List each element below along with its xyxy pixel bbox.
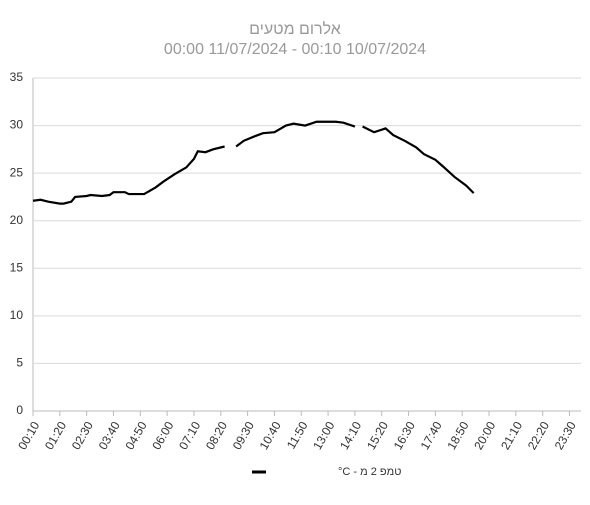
y-tick-label: 20	[10, 213, 24, 227]
x-tick-label: 21:10	[498, 419, 525, 452]
x-tick-label: 09:30	[230, 419, 257, 452]
x-tick-label: 22:20	[525, 419, 552, 452]
legend-label: טמפ 2 מ - C°	[338, 466, 401, 478]
chart-subtitle: 00:00 11/07/2024 - 00:10 10/07/2024	[164, 41, 426, 58]
x-tick-label: 08:20	[203, 419, 230, 452]
x-tick-label: 18:50	[444, 419, 471, 452]
data-line	[362, 125, 475, 194]
x-tick-label: 04:50	[123, 419, 150, 452]
y-tick-label: 35	[10, 70, 24, 84]
y-tick-label: 10	[10, 308, 24, 322]
x-tick-label: 20:00	[471, 419, 498, 452]
x-tick-label: 13:00	[310, 419, 337, 452]
x-tick-label: 07:10	[176, 419, 203, 452]
x-tick-label: 11:50	[284, 419, 311, 452]
x-tick-label: 16:30	[391, 419, 418, 452]
x-tick-label: 03:40	[96, 419, 123, 452]
x-tick-label: 17:40	[418, 419, 445, 452]
data-line	[235, 120, 356, 148]
y-tick-label: 25	[10, 165, 24, 179]
x-tick-label: 01:20	[42, 419, 69, 452]
chart-title: אלרום מטעים	[249, 20, 341, 38]
y-tick-label: 5	[16, 356, 23, 370]
x-tick-label: 02:30	[69, 419, 96, 452]
x-tick-label: 10:40	[257, 419, 284, 452]
y-tick-label: 15	[10, 260, 24, 274]
data-line	[32, 145, 225, 205]
y-tick-label: 30	[10, 118, 24, 132]
x-tick-label: 00:10	[15, 419, 42, 452]
x-tick-label: 15:20	[364, 419, 391, 452]
x-tick-label: 23:30	[552, 419, 579, 452]
y-tick-label: 0	[16, 403, 23, 417]
x-tick-label: 14:10	[337, 419, 364, 452]
x-tick-label: 06:00	[149, 419, 176, 452]
